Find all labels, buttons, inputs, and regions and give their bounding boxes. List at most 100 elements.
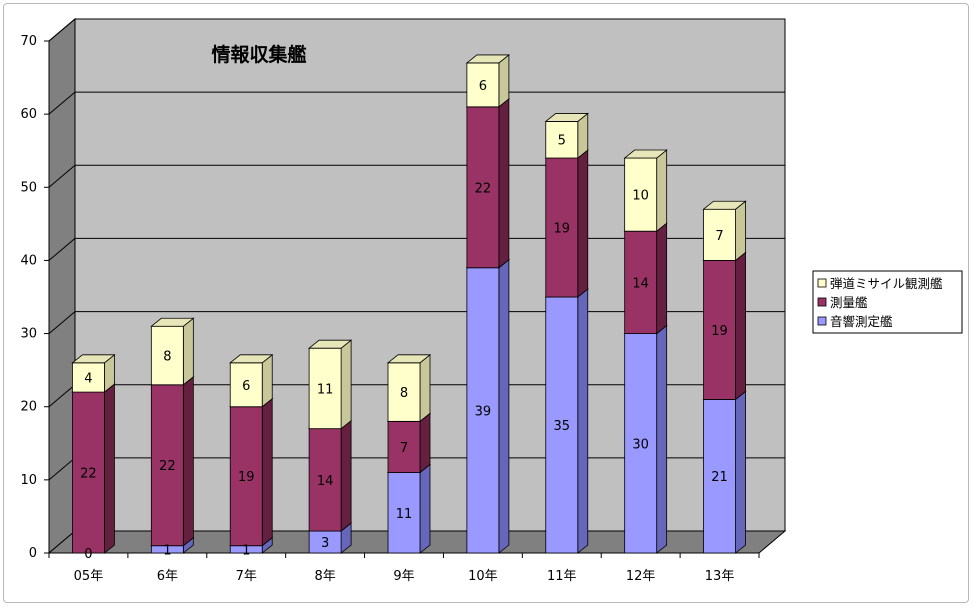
legend-box (812, 270, 963, 334)
bar-segment (703, 260, 736, 400)
side-wall (48, 17, 76, 555)
bar-segment-top (386, 354, 432, 364)
bar-stack (702, 200, 747, 554)
bar-segment-side (261, 353, 273, 408)
bar-segment-side (498, 258, 510, 554)
bar-segment-side (577, 288, 589, 554)
data-label: 30 (632, 437, 649, 452)
bar-segment-top (623, 149, 668, 159)
bar-segment (72, 391, 105, 554)
data-label: 0 (84, 547, 92, 562)
bar-segment (229, 406, 263, 547)
data-label: 3 (321, 536, 329, 551)
bar-stack (71, 353, 116, 554)
data-label: 14 (317, 474, 334, 489)
bar-segment (387, 420, 421, 473)
x-tick-label: 11年 (547, 569, 577, 584)
bar-segment-side (182, 317, 194, 386)
bar-segment (545, 121, 579, 159)
bar-segment (150, 384, 184, 547)
x-tick-label: 8年 (314, 569, 335, 584)
bar-stack (465, 54, 511, 554)
legend-swatch (817, 297, 827, 307)
legend-label: 弾道ミサイル観測艦 (830, 276, 943, 291)
y-tick-label: 30 (20, 327, 37, 342)
data-label: 6 (242, 379, 250, 394)
bar-stack (623, 149, 668, 554)
bar-segment-side (577, 149, 589, 298)
legend-label: 音響測定艦 (830, 314, 893, 329)
data-label: 6 (479, 79, 487, 94)
data-label: 7 (715, 229, 723, 244)
bar-segment (387, 362, 421, 422)
data-labels: 0 22 4 1 22 8 1 19 6 3 14 11 11 7 8 39 22 6 35 19 5 30 14 10 21 1… (80, 79, 728, 562)
chart-frame: 0 10 20 30 40 50 60 70 05年 6年 7年 8年 9年 10年 11年 12年 13年 … (3, 3, 969, 603)
bar-segment-side (419, 412, 431, 474)
bar-segment (545, 157, 579, 298)
data-label: 21 (711, 470, 728, 485)
data-label: 11 (317, 382, 334, 397)
data-label: 22 (159, 459, 176, 474)
data-label: 19 (711, 324, 728, 339)
data-label: 8 (163, 350, 171, 365)
data-label: 19 (238, 470, 255, 485)
bar-segment (624, 333, 658, 554)
bar-segment-side (735, 200, 746, 262)
bar-segment-side (340, 419, 352, 532)
bar-segment-side (182, 375, 194, 547)
data-label: 35 (554, 419, 571, 434)
bar-segment (703, 208, 736, 261)
y-tick-label: 50 (20, 180, 37, 195)
gridline (48, 91, 785, 115)
legend-swatch (817, 316, 827, 326)
gridline (48, 18, 785, 42)
data-label: 14 (632, 276, 649, 291)
chart-title: 情報収集艦 (211, 43, 306, 66)
bar-stack (386, 353, 432, 554)
data-label: 22 (80, 467, 97, 482)
bar-segment (703, 398, 736, 554)
bar-segment-top (229, 354, 274, 364)
bar-stack (150, 317, 195, 554)
bar-segment-top (307, 339, 353, 349)
bar-segment-side (656, 324, 668, 554)
y-tick-label: 20 (20, 400, 37, 415)
y-axis: 0 10 20 30 40 50 60 70 (20, 34, 50, 561)
y-tick-label: 40 (20, 253, 37, 268)
x-axis: 05年 6年 7年 8年 9年 10年 11年 12年 13年 (48, 552, 760, 584)
bar-segment-side (104, 383, 115, 554)
bar-segment (308, 347, 342, 430)
data-label: 4 (84, 371, 92, 386)
bar-segment-top (702, 200, 747, 210)
bar-segment (624, 230, 658, 334)
bar-segment (150, 325, 184, 386)
bar-stacks (71, 54, 747, 554)
data-label: 10 (632, 189, 649, 204)
y-tick-label: 60 (20, 107, 37, 122)
y-tick-label: 10 (20, 473, 37, 488)
x-tick-label: 10年 (468, 569, 498, 584)
bar-segment (72, 362, 105, 393)
bar-segment-side (419, 463, 431, 554)
bar-segment-side (261, 397, 273, 547)
x-tick-label: 6年 (157, 569, 178, 584)
data-label: 19 (554, 222, 571, 237)
bar-segment-side (735, 251, 746, 401)
data-label: 22 (475, 181, 492, 196)
data-label: 5 (558, 134, 566, 149)
bar-segment-top (544, 113, 589, 122)
bar-segment-top (150, 317, 195, 327)
bar-segment-side (656, 149, 668, 233)
bar-segment-side (498, 97, 510, 269)
bar-segment-side (498, 54, 510, 108)
bar-segment-side (656, 222, 668, 335)
bar-stack (307, 339, 353, 554)
x-tick-label: 12年 (626, 569, 656, 584)
bar-stack (229, 353, 274, 554)
data-label: 1 (163, 543, 171, 558)
bar-segment-side (735, 390, 746, 554)
bar-segment-side (419, 353, 431, 423)
bar-segment (466, 267, 500, 554)
